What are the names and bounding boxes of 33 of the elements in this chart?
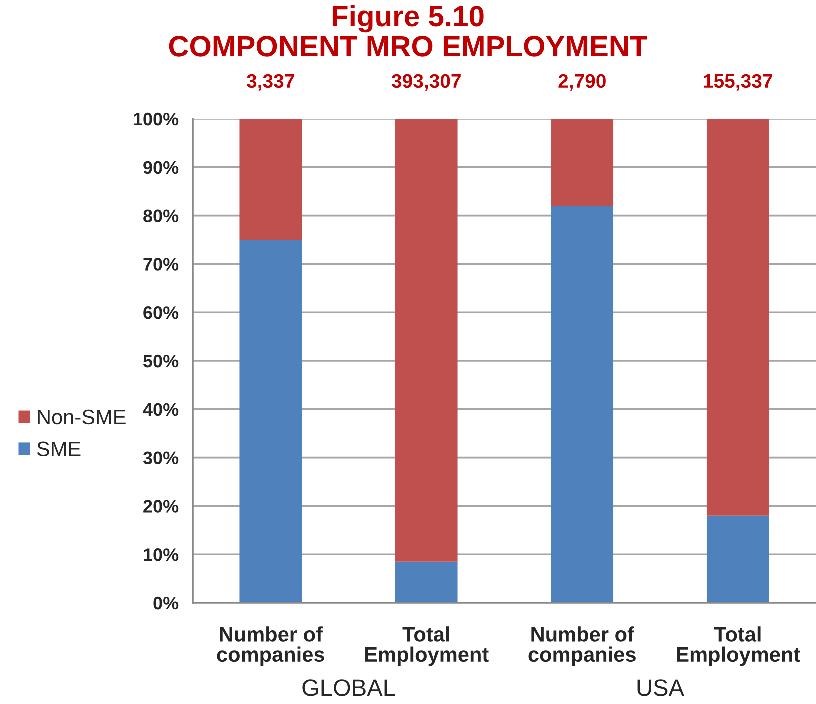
- chart-subtitle: COMPONENT MRO EMPLOYMENT: [169, 36, 648, 57]
- text: USA: [638, 680, 684, 696]
- legend-label: SME: [37, 442, 81, 457]
- y-tick-label: 20%: [144, 500, 179, 513]
- chart-title: Figure 5.10: [332, 5, 484, 33]
- y-tick-label: 60%: [144, 306, 179, 320]
- y-tick-label: 40%: [143, 403, 179, 416]
- y-tick-label: 30%: [143, 452, 179, 465]
- x-tick-label: Number of companies: [217, 626, 324, 666]
- bar: [706, 119, 770, 516]
- bar: [395, 119, 458, 562]
- text: 393,307: [392, 74, 461, 91]
- y-tick-label: 90%: [144, 161, 179, 174]
- y-tick-label: 70%: [144, 258, 179, 271]
- text: 2,790: [558, 74, 606, 91]
- text: GLOBAL: [302, 680, 396, 696]
- bar: [395, 562, 458, 603]
- y-tick-label: 10%: [144, 548, 179, 562]
- y-tick-label: 50%: [144, 354, 179, 368]
- bar: [551, 119, 614, 206]
- text: 3,337: [246, 74, 294, 91]
- x-tick-label: Number of companies: [528, 626, 636, 666]
- y-tick-label: 80%: [144, 210, 179, 223]
- y-tick-label: 100%: [134, 112, 179, 126]
- y-tick-label: 0%: [154, 596, 179, 610]
- bar: [706, 516, 770, 603]
- text: 155,337: [704, 74, 772, 91]
- x-tick-label: Total Employment: [677, 626, 800, 666]
- bar: [551, 206, 614, 603]
- x-tick-label: Total Employment: [366, 626, 489, 666]
- bar: [240, 240, 302, 603]
- bar: [240, 119, 302, 240]
- legend-label: Non-SME: [38, 410, 126, 425]
